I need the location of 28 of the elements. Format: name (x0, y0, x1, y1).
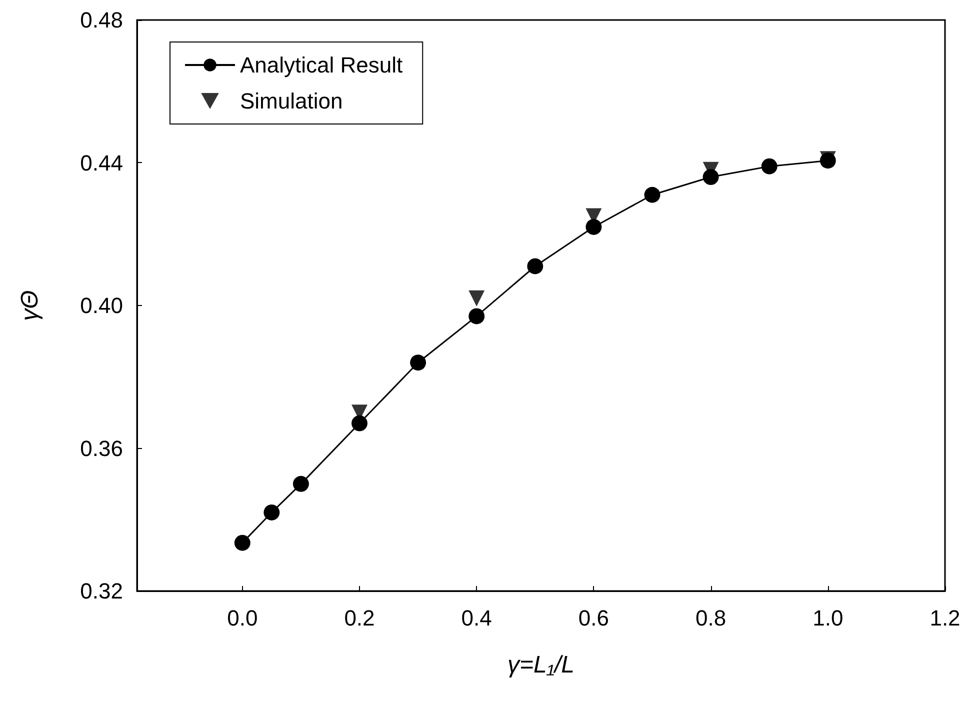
point (410, 354, 426, 371)
point (761, 158, 778, 174)
x-tick-label: 0.0 (227, 606, 258, 630)
x-tick-label: 0.2 (344, 606, 375, 630)
legend-label: Analytical Result (240, 52, 403, 78)
point (234, 534, 250, 551)
y-axis-title: γΘ (16, 290, 44, 321)
x-tick-label: 1.0 (812, 606, 844, 630)
point (586, 218, 602, 235)
point (468, 290, 485, 306)
y-tick-label: 0.36 (80, 436, 123, 461)
point (527, 258, 544, 274)
y-tick-label: 0.32 (80, 578, 123, 604)
point (644, 186, 660, 203)
y-tick-label: 0.48 (80, 8, 123, 32)
point (352, 415, 368, 432)
legend-label: Simulation (240, 88, 343, 114)
point (264, 504, 280, 520)
x-tick-label: 0.4 (461, 606, 492, 630)
point (702, 169, 719, 186)
x-tick-label: 0.8 (696, 606, 726, 630)
point (292, 476, 309, 492)
y-tick-label: 0.44 (80, 150, 123, 176)
y-tick-label: 0.40 (80, 293, 123, 318)
x-axis-title: γ=L₁/L (508, 652, 574, 678)
x-tick-label: 1.2 (930, 606, 960, 630)
x-tick-label: 0.6 (578, 606, 609, 630)
point (468, 308, 485, 324)
